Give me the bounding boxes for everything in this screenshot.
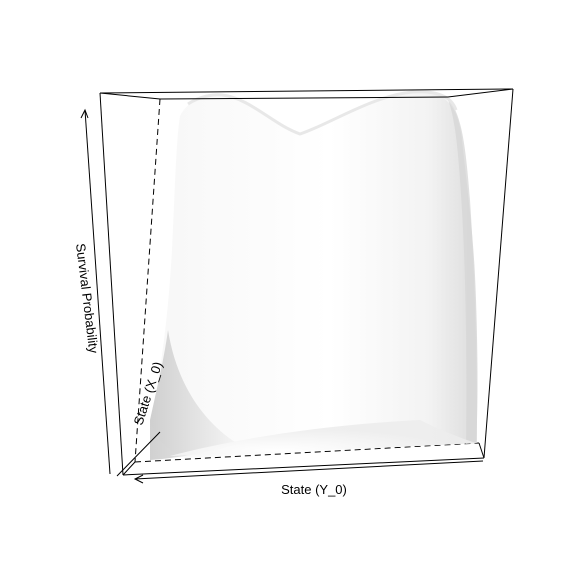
surface [150, 90, 478, 460]
surface-sheet [150, 91, 478, 459]
surface-crest [187, 90, 458, 136]
bounding-box-back [134, 98, 480, 463]
bounding-box-front [99, 88, 514, 476]
x-axis-label: State (Y_0) [281, 482, 347, 497]
y-axis-arrow [116, 431, 161, 477]
surface-floor [170, 420, 476, 456]
z-axis-label: Survival Probability [73, 243, 101, 355]
x-axis-arrow [133, 460, 484, 484]
z-axis-arrow [80, 108, 111, 475]
surface-right-shade [448, 100, 477, 444]
surface-left-shade [150, 330, 238, 460]
